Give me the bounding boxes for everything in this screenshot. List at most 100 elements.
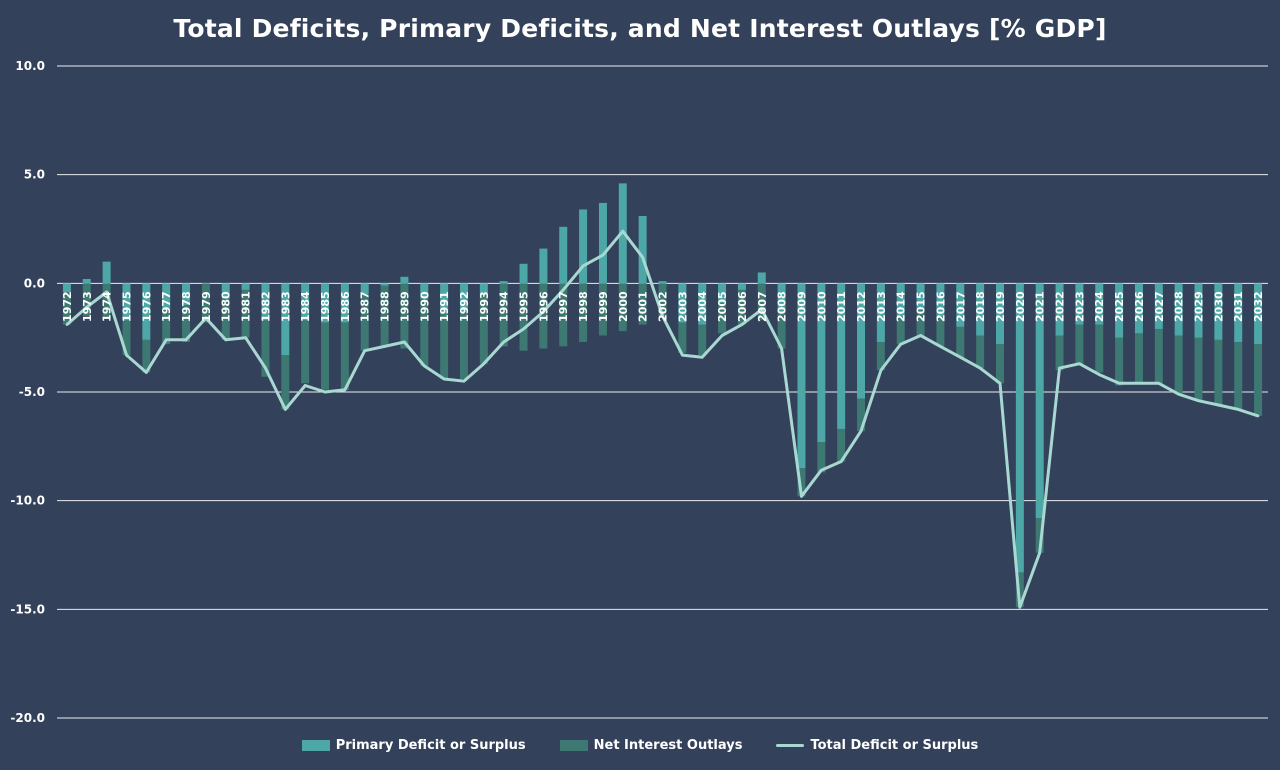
x-tick-label: 2021: [1034, 291, 1047, 322]
legend-item-primary: Primary Deficit or Surplus: [301, 738, 526, 753]
total-point: [204, 316, 208, 320]
total-point: [303, 384, 307, 387]
total-point: [502, 340, 505, 344]
total-point: [1157, 382, 1161, 385]
interest-bar: [737, 289, 746, 325]
total-point: [820, 468, 823, 472]
total-point: [125, 353, 128, 357]
x-tick-label: 2026: [1133, 291, 1146, 322]
total-point: [700, 355, 704, 359]
total-point: [1097, 373, 1101, 376]
x-tick-label: 1989: [398, 291, 411, 322]
x-tick-label: 1987: [359, 291, 372, 322]
interest-bar: [797, 468, 806, 497]
x-tick-label: 1984: [299, 291, 312, 322]
primary-bar: [559, 226, 568, 284]
primary-bar: [1075, 283, 1084, 325]
y-tick-label: 5.0: [24, 168, 45, 182]
total-point: [681, 353, 684, 357]
interest-bar: [598, 283, 607, 336]
total-point: [998, 382, 1002, 385]
y-tick-label: -10.0: [10, 494, 45, 508]
interest-bar: [777, 311, 786, 349]
x-tick-label: 1994: [498, 291, 511, 322]
x-tick-label: 2005: [716, 291, 729, 322]
primary-bar: [82, 278, 91, 284]
primary-bar: [221, 283, 230, 299]
x-tick-label: 2012: [855, 291, 868, 322]
x-tick-label: 1978: [180, 291, 193, 322]
total-point: [661, 314, 664, 318]
interest-bar: [638, 283, 647, 325]
interest-bar: [1015, 572, 1024, 608]
x-tick-label: 2027: [1153, 291, 1166, 322]
x-tick-label: 2013: [875, 291, 888, 322]
primary-bar: [440, 283, 449, 314]
x-tick-label: 2014: [895, 291, 908, 322]
interest-bar: [995, 344, 1004, 384]
total-point: [1038, 551, 1041, 555]
legend-swatch-interest: [559, 740, 588, 751]
total-point: [343, 388, 347, 392]
total-point: [1236, 408, 1240, 411]
total-point: [760, 308, 764, 311]
x-tick-label: 2015: [915, 291, 928, 322]
primary-bar: [340, 283, 349, 323]
x-tick-label: 2017: [954, 291, 967, 322]
primary-bar: [301, 283, 310, 321]
legend-item-total: Total Deficit or Surplus: [776, 738, 978, 753]
total-point: [383, 345, 386, 348]
interest-bar: [420, 298, 429, 366]
interest-bar: [221, 298, 230, 340]
primary-bar: [1154, 283, 1163, 329]
interest-bar: [1115, 337, 1124, 386]
interest-bar: [817, 441, 826, 473]
legend-label-total: Total Deficit or Surplus: [810, 738, 979, 753]
x-tick-label: 2023: [1073, 291, 1086, 322]
x-tick-label: 2020: [1014, 291, 1027, 322]
interest-bar: [1134, 333, 1143, 384]
interest-bar: [718, 302, 727, 334]
interest-bar: [857, 398, 866, 432]
interest-bar: [102, 283, 111, 319]
x-tick-label: 1990: [418, 291, 431, 322]
x-tick-label: 1995: [518, 291, 531, 322]
total-point: [224, 338, 228, 342]
legend: Primary Deficit or Surplus Net Interest …: [0, 738, 1280, 753]
total-point: [482, 362, 486, 366]
x-tick-label: 1986: [339, 291, 352, 322]
total-point: [85, 305, 89, 309]
total-point: [442, 377, 446, 381]
total-point: [105, 290, 108, 294]
x-tick-label: 1975: [120, 291, 133, 322]
interest-bar: [1234, 342, 1243, 410]
primary-bar: [658, 281, 667, 284]
legend-item-interest: Net Interest Outlays: [559, 738, 742, 753]
x-tick-label: 1976: [140, 291, 153, 322]
primary-bar: [539, 248, 548, 284]
x-tick-label: 2029: [1193, 291, 1206, 322]
primary-bar: [1015, 283, 1024, 573]
x-tick-label: 2018: [974, 291, 987, 322]
total-point: [164, 338, 168, 342]
total-point: [621, 229, 625, 233]
interest-bar: [519, 283, 528, 351]
total-point: [1078, 362, 1081, 366]
y-tick-label: -5.0: [19, 385, 45, 399]
interest-bar: [301, 320, 310, 384]
interest-bar: [876, 342, 885, 371]
primary-bar: [1194, 283, 1203, 338]
x-tick-label: 2030: [1212, 291, 1225, 322]
interest-bar: [182, 305, 191, 343]
x-tick-label: 1993: [478, 291, 491, 322]
x-tick-label: 2019: [994, 291, 1007, 322]
primary-bar: [1214, 283, 1223, 340]
x-tick-label: 2003: [676, 291, 689, 322]
interest-bar: [1035, 518, 1044, 553]
primary-bar: [876, 283, 885, 343]
total-point: [939, 345, 942, 348]
x-tick-label: 2010: [815, 291, 828, 322]
total-point: [542, 310, 545, 313]
total-point: [1256, 414, 1260, 418]
interest-bar: [956, 326, 965, 358]
